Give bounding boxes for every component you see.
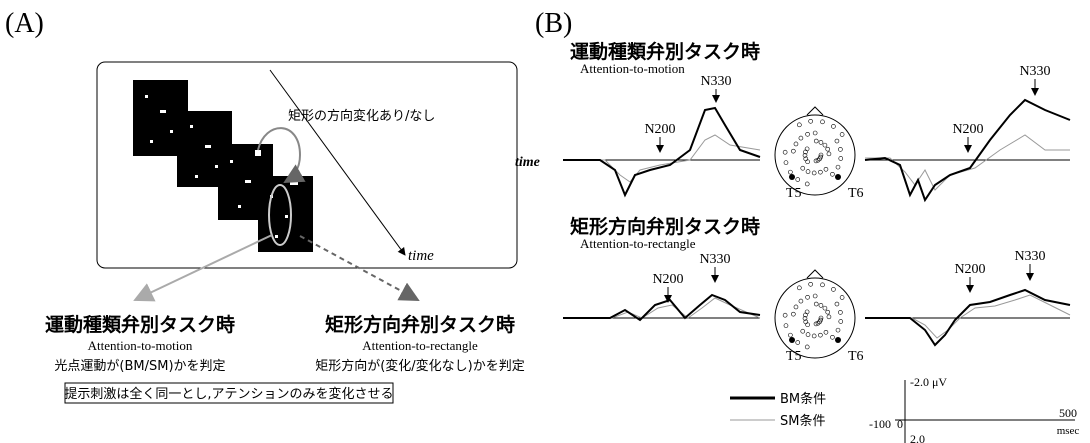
figure: (A) time 矩形の方向変化あり/なし 運動種類弁別タスク時 Attenti…	[0, 0, 1090, 443]
time-label: time	[515, 155, 540, 170]
peak-label: N330	[1019, 64, 1050, 79]
task-subtitle: Attention-to-motion	[88, 338, 193, 353]
scale-label: 500	[1059, 406, 1077, 420]
electrode-active	[789, 174, 795, 180]
nose	[807, 270, 823, 278]
task-description: 矩形方向が(変化/変化なし)かを判定	[315, 358, 525, 374]
row-title: 矩形方向弁別タスク時	[570, 215, 760, 238]
task-subtitle: Attention-to-rectangle	[362, 338, 478, 353]
row-subtitle: Attention-to-rectangle	[580, 236, 696, 251]
note: 提示刺激は全く同一とし,アテンションのみを変化させる	[64, 386, 393, 402]
legend-label: SM条件	[780, 413, 825, 429]
head	[775, 278, 855, 358]
task-title: 運動種類弁別タスク時	[45, 313, 235, 336]
scale-label: 0	[897, 417, 903, 431]
legend-label: BM条件	[780, 391, 826, 407]
peak-label: N200	[652, 272, 683, 287]
peak-label: N200	[644, 122, 675, 137]
electrode-label: T6	[848, 349, 864, 364]
electrode-active	[789, 337, 795, 343]
panel-a: (A) time 矩形の方向変化あり/なし 運動種類弁別タスク時 Attenti…	[5, 8, 525, 403]
panel-label: (B)	[535, 8, 572, 39]
electrode-label: T6	[848, 186, 864, 201]
stimulus-annotation: 矩形の方向変化あり/なし	[288, 108, 435, 124]
task-description: 光点運動が(BM/SM)かを判定	[54, 359, 225, 374]
peak-label: N200	[954, 262, 985, 277]
peak-label: N330	[700, 74, 731, 89]
electrode-active	[835, 174, 841, 180]
panel-label: (A)	[5, 8, 44, 39]
stimulus-frames	[133, 80, 313, 252]
task-title: 矩形方向弁別タスク時	[325, 313, 515, 336]
scale-label: 2.0	[910, 432, 925, 443]
electrode-active	[835, 337, 841, 343]
waveform-sm	[563, 298, 760, 318]
waveform-sm	[563, 135, 760, 182]
electrode-label: T5	[786, 349, 802, 364]
scale-unit: msec	[1057, 425, 1080, 437]
electrode-label: T5	[786, 186, 802, 201]
scale-label: -100	[869, 417, 891, 431]
peak-label: N330	[699, 252, 730, 267]
row-subtitle: Attention-to-motion	[580, 61, 685, 76]
nose	[807, 107, 823, 115]
head	[775, 115, 855, 195]
peak-label: N330	[1014, 249, 1045, 264]
waveform-sm	[865, 295, 1070, 338]
row-title: 運動種類弁別タスク時	[570, 40, 760, 63]
time-label: time	[408, 248, 434, 264]
scale-label: -2.0 μV	[910, 375, 947, 389]
peak-label: N200	[952, 122, 983, 137]
